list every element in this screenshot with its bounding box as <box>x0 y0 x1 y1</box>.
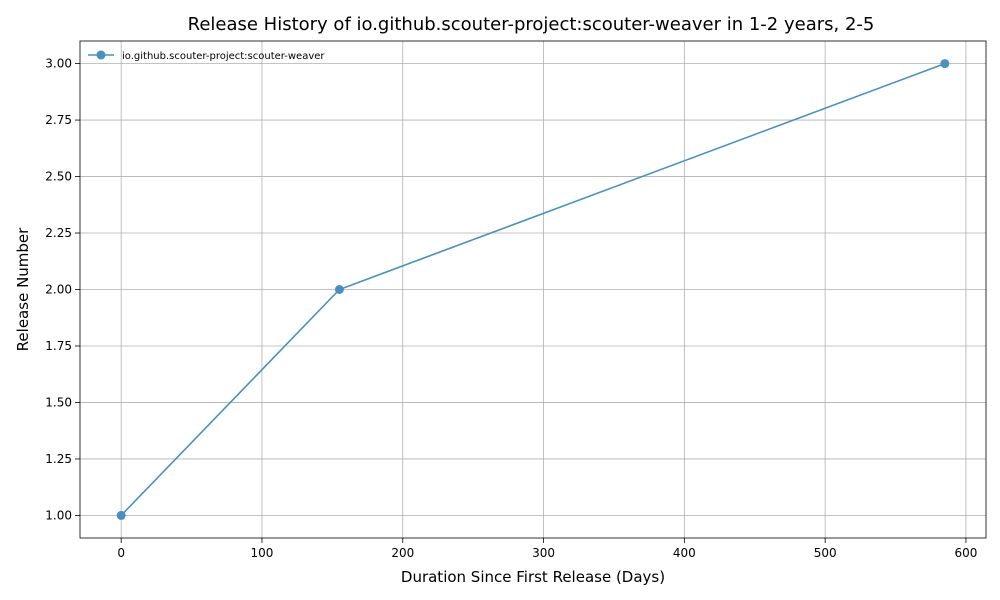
legend-label: io.github.scouter-project:scouter-weaver <box>122 51 325 62</box>
y-axis-label: Release Number <box>14 227 32 351</box>
x-axis-label: Duration Since First Release (Days) <box>401 568 665 586</box>
data-point <box>940 59 950 69</box>
x-tick-label: 200 <box>391 546 414 560</box>
legend: io.github.scouter-project:scouter-weaver <box>88 50 325 62</box>
y-tick-label: 1.75 <box>45 339 72 353</box>
x-tick-label: 600 <box>954 546 977 560</box>
x-tick-label: 500 <box>814 546 837 560</box>
y-tick-label: 2.25 <box>45 226 72 240</box>
tick-layer: 0 100 200 300 400 500 600 1.00 1.25 1.50 1.75 2.00 2… <box>45 57 977 560</box>
legend-marker <box>96 50 106 60</box>
y-tick-label: 1.50 <box>45 395 72 409</box>
y-tick-label: 1.25 <box>45 452 72 466</box>
y-tick-label: 2.50 <box>45 170 72 184</box>
data-point <box>334 285 344 294</box>
grid-layer <box>80 41 986 538</box>
x-tick-label: 100 <box>251 546 274 560</box>
x-tick-label: 0 <box>117 546 125 560</box>
data-point <box>116 510 126 520</box>
chart-title: Release History of io.github.scouter-pro… <box>188 14 875 35</box>
y-tick-label: 1.00 <box>45 508 72 522</box>
y-tick-label: 2.00 <box>45 283 72 297</box>
series-layer <box>116 59 950 520</box>
x-tick-label: 300 <box>532 546 555 560</box>
x-tick-label: 400 <box>673 546 696 560</box>
y-tick-label: 3.00 <box>45 57 72 71</box>
y-tick-label: 2.75 <box>45 113 72 127</box>
